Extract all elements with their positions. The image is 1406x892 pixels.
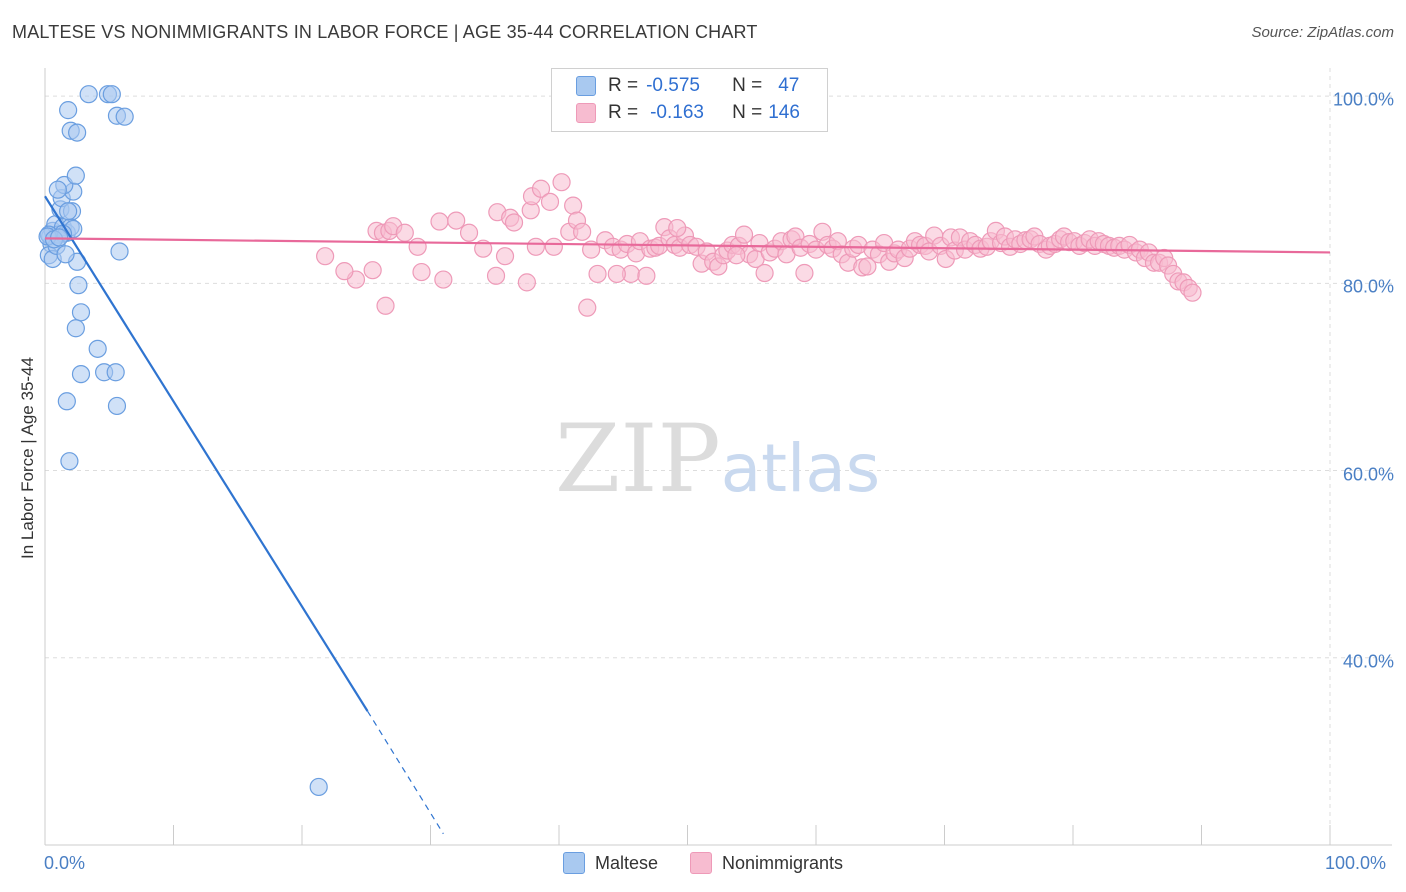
nonimmigrants-point <box>858 257 877 276</box>
nonimmigrants-point <box>408 237 427 256</box>
legend-n-label: N = <box>732 102 763 123</box>
legend-swatch-nonimmigrants <box>576 103 596 123</box>
legend-row-nonimmigrants: R = -0.163 N = 146 <box>552 100 800 126</box>
legend-r-label: R = <box>608 75 639 96</box>
chart-title: MALTESE VS NONIMMIGRANTS IN LABOR FORCE … <box>12 22 758 42</box>
nonimmigrants-point <box>734 225 754 244</box>
nonimmigrants-point <box>517 273 536 292</box>
legend-r-value-nonimmigrants: -0.163 <box>650 102 704 123</box>
nonimmigrants-point <box>412 262 431 282</box>
maltese-point <box>71 303 91 322</box>
nonimmigrants-point <box>434 270 453 289</box>
maltese-trend-extension <box>367 710 444 835</box>
maltese-point <box>60 452 79 471</box>
nonimmigrants-point <box>795 263 814 283</box>
nonimmigrants-point <box>459 223 479 242</box>
nonimmigrants-trend-line <box>44 237 1331 254</box>
legend-r-value-maltese: -0.575 <box>646 75 700 96</box>
nonimmigrants-point <box>552 173 571 192</box>
nonimmigrants-point <box>544 237 563 256</box>
nonimmigrants-point <box>395 223 414 242</box>
legend-row-maltese: R = -0.575 N = 47 <box>552 73 799 99</box>
maltese-point <box>102 85 121 104</box>
nonimmigrants-point <box>526 237 545 256</box>
legend-r-label: R = <box>608 102 639 123</box>
nonimmigrants-point <box>755 263 774 283</box>
nonimmigrants-label: Nonimmigrants <box>721 852 844 873</box>
watermark-atlas: atlas <box>720 430 881 507</box>
maltese-point <box>107 396 127 416</box>
y-tick-label: 60.0% <box>1342 464 1394 485</box>
nonimmigrants-point <box>363 261 382 280</box>
nonimmigrants-point <box>376 296 395 315</box>
maltese-point <box>71 365 91 384</box>
maltese-point <box>110 242 129 261</box>
nonimmigrants-point <box>573 222 592 241</box>
nonimmigrants-point <box>316 247 335 266</box>
maltese-point <box>79 85 98 104</box>
maltese-point <box>106 363 125 382</box>
nonimmigrants-point <box>486 266 506 285</box>
maltese-point <box>59 101 78 120</box>
maltese-point <box>69 276 88 295</box>
legend-n-value-nonimmigrants: 146 <box>768 102 800 123</box>
maltese-point <box>66 319 85 338</box>
y-tick-label: 80.0% <box>1342 276 1394 297</box>
nonimmigrants-point <box>1183 283 1202 302</box>
nonimmigrants-point <box>474 239 493 258</box>
maltese-point <box>59 202 78 221</box>
x-tick-label: 0.0% <box>44 853 86 873</box>
maltese-point <box>48 180 67 199</box>
correlation-legend: R = -0.575 N = 47 R = -0.163 N = 146 <box>551 68 828 132</box>
y-tick-label: 100.0% <box>1332 89 1394 110</box>
watermark-zip: ZIP <box>555 405 721 514</box>
nonimmigrants-point <box>495 247 515 266</box>
maltese-point <box>68 123 87 142</box>
series-legend-maltese[interactable]: Maltese <box>562 852 658 874</box>
maltese-point <box>309 777 328 797</box>
maltese-trend-line <box>44 195 369 712</box>
maltese-point <box>88 339 107 358</box>
maltese-label: Maltese <box>594 852 658 873</box>
maltese-point <box>66 166 85 185</box>
nonimmigrants-point <box>430 212 449 231</box>
nonimmigrants-swatch <box>689 852 712 874</box>
maltese-swatch <box>562 852 585 874</box>
maltese-point <box>115 107 134 126</box>
nonimmigrants-point <box>588 264 607 284</box>
nonimmigrants-point <box>531 179 551 198</box>
series-legend: Maltese Nonimmigrants <box>0 852 1406 874</box>
nonimmigrants-point <box>504 213 524 232</box>
nonimmigrants-point <box>335 262 354 281</box>
nonimmigrants-point <box>578 298 597 317</box>
nonimmigrants-point <box>668 218 687 238</box>
x-tick-label: 100.0% <box>1325 853 1387 873</box>
legend-n-value-maltese: 47 <box>778 75 800 96</box>
legend-n-label: N = <box>732 75 763 96</box>
nonimmigrants-point <box>447 211 466 230</box>
maltese-point <box>56 245 75 264</box>
nonimmigrants-point <box>637 266 656 285</box>
nonimmigrants-point <box>607 264 626 284</box>
y-axis-label: In Labor Force | Age 35-44 <box>18 357 37 559</box>
maltese-point <box>57 392 76 411</box>
nonimmigrants-point <box>727 246 746 265</box>
nonimmigrants-point <box>564 196 583 215</box>
series-legend-nonimmigrants[interactable]: Nonimmigrants <box>689 852 844 874</box>
source-label: Source: ZipAtlas.com <box>1251 24 1394 41</box>
y-tick-label: 40.0% <box>1342 651 1394 672</box>
legend-swatch-maltese <box>576 76 596 96</box>
nonimmigrants-point <box>540 192 560 211</box>
watermark: ZIPatlas <box>555 405 880 514</box>
